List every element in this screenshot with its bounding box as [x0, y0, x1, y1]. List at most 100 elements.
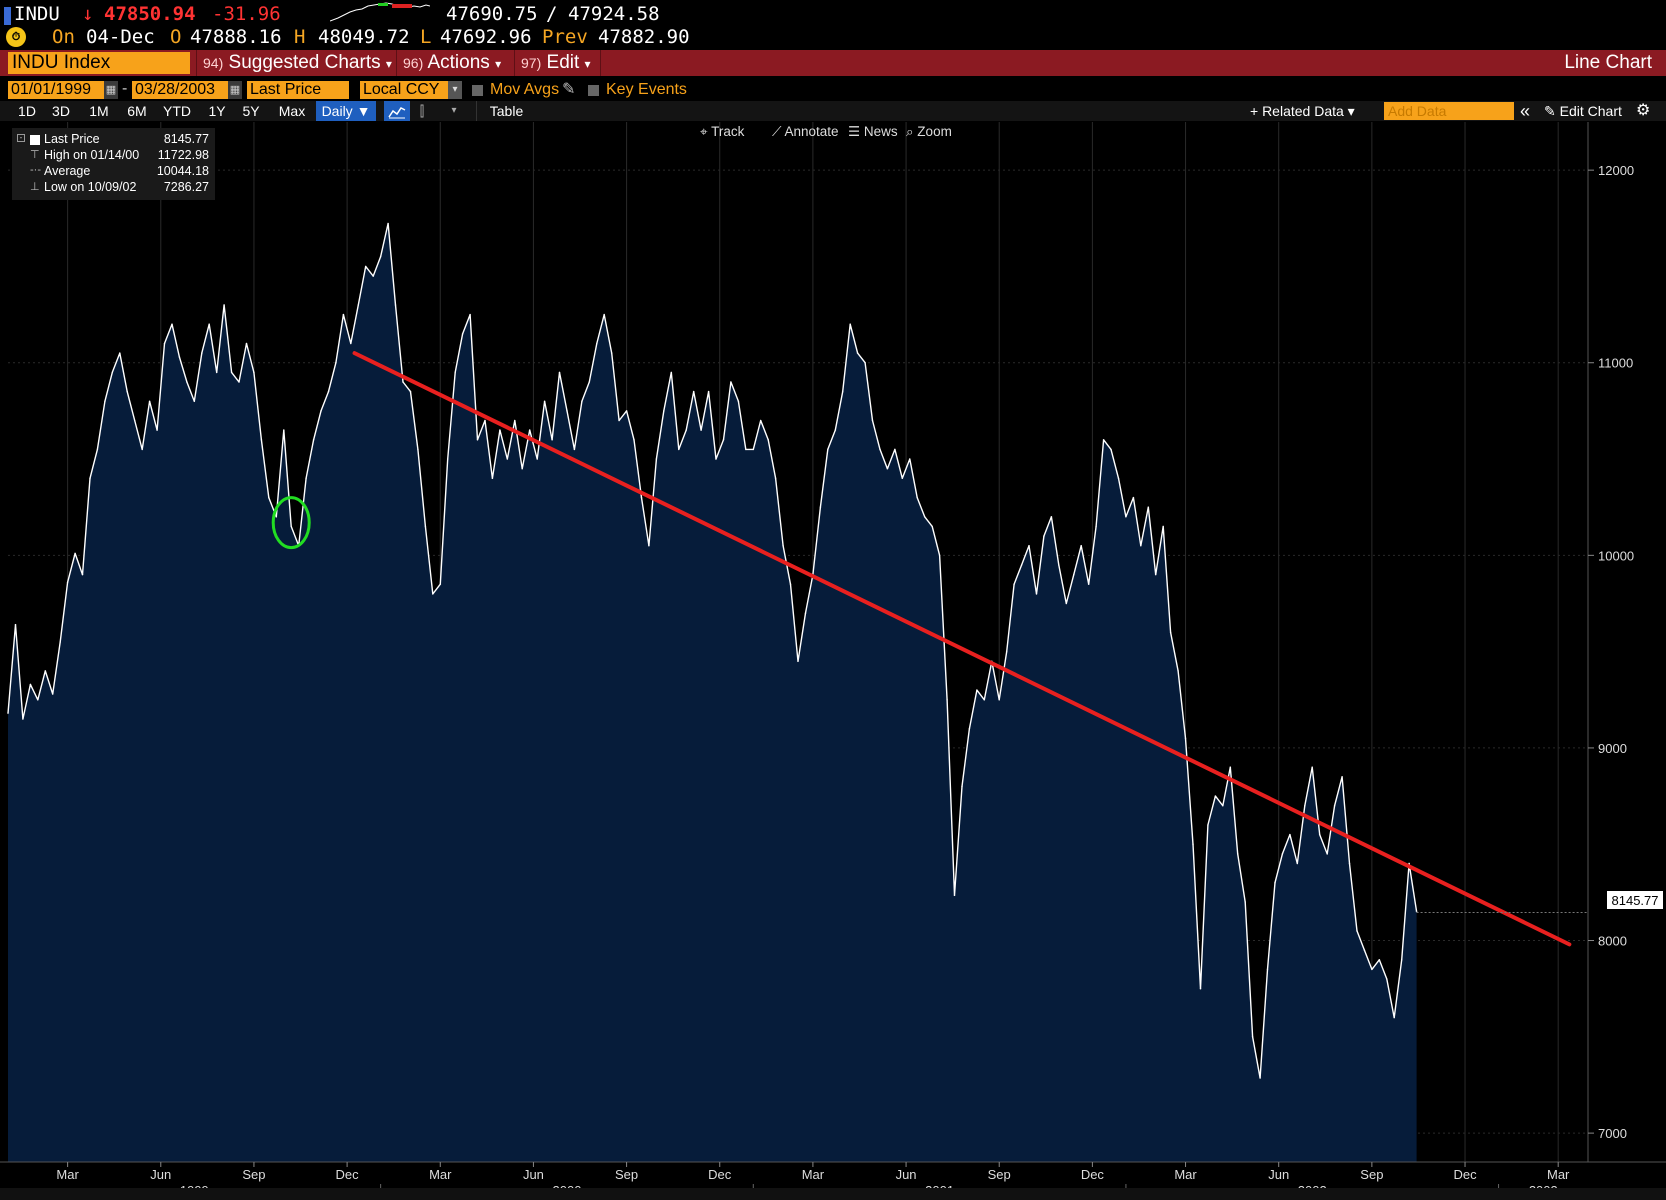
range-1y[interactable]: 1Y — [208, 103, 226, 119]
price-point — [1147, 506, 1150, 509]
price-point — [327, 390, 330, 393]
price-point — [759, 419, 762, 422]
x-tick-label: Mar — [429, 1167, 452, 1182]
price-point — [178, 356, 181, 358]
edit-chart-button[interactable]: ✎ Edit Chart — [1544, 103, 1622, 119]
price-point — [625, 410, 628, 412]
date-range-dash: - — [122, 80, 128, 97]
price-point — [1132, 496, 1135, 499]
security-input[interactable]: INDU Index — [8, 52, 190, 74]
collapse-tree-icon[interactable]: - — [17, 134, 25, 142]
price-point — [89, 477, 91, 480]
price-point — [819, 506, 822, 509]
price-point — [1251, 1036, 1254, 1038]
chart-legend: - Last Price 8145.77 ⊤ High on 01/14/00 … — [12, 128, 215, 200]
low-value: 47692.96 — [440, 26, 532, 48]
gear-icon[interactable]: ⚙ — [1636, 102, 1651, 119]
price-point — [461, 333, 464, 335]
range-max[interactable]: Max — [278, 103, 306, 119]
end-date-input[interactable]: 03/28/2003 — [132, 81, 228, 99]
chart-type-label[interactable]: Line Chart — [1564, 52, 1652, 73]
table-button[interactable]: Table — [476, 101, 536, 121]
suggested-charts-button[interactable]: 94) Suggested Charts ▾ — [196, 50, 392, 76]
price-point — [364, 265, 367, 268]
actions-button[interactable]: 96) Actions ▾ — [396, 50, 501, 76]
last-price-tag: 8145.77 — [1606, 890, 1664, 910]
price-point — [968, 727, 971, 730]
price-point — [111, 371, 114, 374]
sparkline-green-ticks — [378, 3, 388, 6]
related-data-button[interactable]: + Related Data ▾ — [1250, 103, 1355, 119]
frequency-select[interactable]: Daily ▼ — [316, 101, 376, 121]
key-events-label[interactable]: Key Events — [606, 81, 687, 98]
legend-last-price[interactable]: - Last Price 8145.77 — [12, 132, 215, 148]
chevron-down-icon[interactable]: ▾ — [451, 105, 457, 116]
prev-value: 47882.90 — [598, 26, 690, 48]
currency-select[interactable]: Local CCY — [360, 81, 460, 99]
add-data-input[interactable]: Add Data — [1384, 102, 1514, 120]
x-tick-label: Sep — [242, 1167, 265, 1182]
price-point — [670, 371, 673, 374]
price-point — [59, 641, 61, 643]
range-3d[interactable]: 3D — [52, 103, 70, 119]
range-ytd[interactable]: YTD — [163, 103, 191, 119]
price-point — [394, 304, 397, 306]
price-point — [916, 496, 918, 499]
bar-chart-icon[interactable]: ⫿ — [419, 103, 425, 119]
down-arrow-icon: ↓ — [82, 3, 94, 25]
price-point — [1326, 853, 1328, 855]
price-point — [208, 323, 210, 325]
prev-label: Prev — [542, 26, 588, 48]
legend-average: -·- Average 10044.18 — [12, 164, 215, 180]
pencil-icon[interactable]: ✎ — [562, 81, 576, 98]
price-point — [663, 410, 665, 412]
on-label: On — [52, 26, 75, 48]
annotate-tool[interactable]: ⟋ Annotate — [772, 124, 839, 139]
zoom-tool[interactable]: ⌕ Zoom — [906, 124, 952, 139]
price-point — [37, 699, 39, 701]
price-point — [938, 554, 941, 557]
key-events-checkbox[interactable] — [588, 85, 599, 96]
news-tool[interactable]: ☰ News — [848, 124, 898, 139]
calendar-icon[interactable]: ▦ — [228, 81, 242, 99]
price-point — [454, 371, 457, 374]
price-field-select[interactable]: Last Price — [247, 81, 349, 99]
range-6m[interactable]: 6M — [127, 103, 147, 119]
mov-avgs-label[interactable]: Mov Avgs — [490, 81, 560, 98]
date-options-row: 01/01/1999 ▦ - 03/28/2003 ▦ Last Price L… — [0, 80, 1666, 100]
price-point — [186, 381, 188, 383]
line-chart-icon[interactable] — [384, 101, 410, 121]
sparkline-red-ticks — [392, 4, 412, 8]
price-point — [864, 361, 866, 364]
start-date-input[interactable]: 01/01/1999 — [8, 81, 104, 99]
price-point — [1192, 843, 1194, 845]
price-point — [230, 371, 233, 374]
chevron-down-icon[interactable]: ▾ — [448, 81, 462, 99]
range-5y[interactable]: 5Y — [242, 103, 260, 119]
price-point — [1214, 795, 1217, 797]
price-point — [983, 699, 986, 701]
chevron-down-icon: ▾ — [495, 57, 502, 71]
calendar-icon[interactable]: ▦ — [104, 81, 118, 99]
price-point — [96, 448, 99, 451]
chart-area[interactable]: 7000 8000 9000 10000 11000 12000 Mar Jun Sep Dec M… — [0, 122, 1666, 1200]
range-1d[interactable]: 1D — [18, 103, 36, 119]
edit-button[interactable]: 97) Edit ▾ — [514, 50, 591, 76]
price-point — [1058, 564, 1060, 566]
ticker-symbol[interactable]: INDU — [14, 3, 60, 25]
price-point — [268, 496, 270, 499]
price-point — [678, 448, 680, 451]
price-point — [521, 467, 523, 470]
price-point — [1043, 535, 1045, 537]
range-1m[interactable]: 1M — [89, 103, 109, 119]
y-tick-label: 11000 — [1598, 356, 1633, 371]
mov-avgs-checkbox[interactable] — [472, 85, 483, 96]
price-point — [342, 313, 345, 316]
edit-number: 97) — [521, 55, 542, 71]
price-point — [1005, 650, 1008, 653]
track-tool[interactable]: ⌖ Track — [700, 124, 745, 139]
collapse-icon[interactable]: « — [1520, 101, 1531, 121]
last-price: 47850.94 — [104, 3, 196, 25]
price-point — [1274, 881, 1276, 884]
price-chart[interactable]: 7000 8000 9000 10000 11000 12000 Mar Jun Sep Dec M… — [0, 122, 1666, 1200]
